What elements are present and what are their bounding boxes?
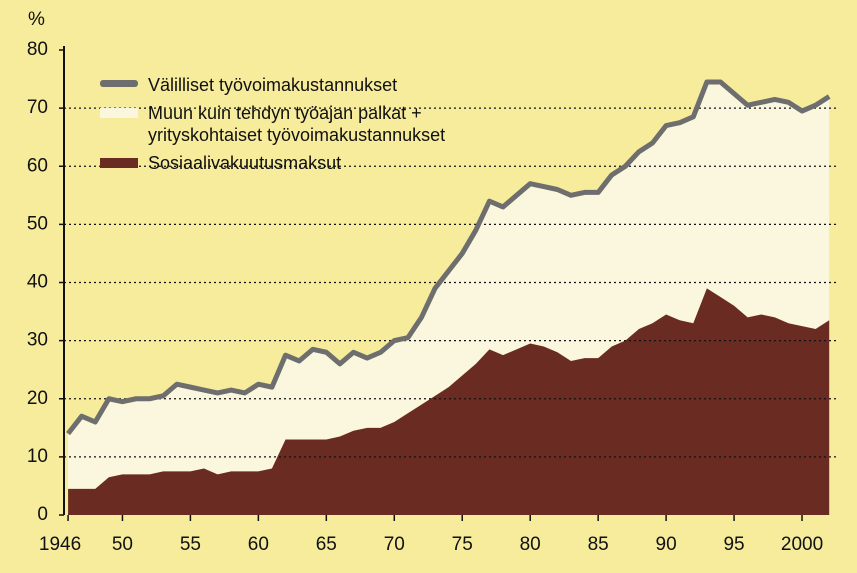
legend-item: Sosiaalivakuutusmaksut — [100, 152, 445, 174]
y-tick-label: 20 — [27, 388, 48, 409]
y-unit: % — [28, 9, 45, 30]
x-tick-label: 65 — [316, 534, 337, 555]
legend-swatch — [100, 80, 138, 87]
y-tick-label: 40 — [27, 272, 48, 293]
legend: Välilliset työvoimakustannukset Muun kuin… — [100, 74, 445, 180]
y-tick-label: 0 — [37, 504, 48, 525]
legend-label: Sosiaalivakuutusmaksut — [148, 153, 342, 173]
legend-item: Muun kuin tehdyn työajan palkat + yritys… — [100, 102, 445, 146]
x-tick-label: 85 — [588, 534, 609, 555]
legend-item: Välilliset työvoimakustannukset — [100, 74, 445, 96]
x-tick-label: 90 — [656, 534, 677, 555]
legend-label: Välilliset työvoimakustannukset — [148, 75, 398, 95]
y-tick-label: 70 — [27, 97, 48, 118]
legend-label: Muun kuin tehdyn työajan palkat + yritys… — [148, 103, 446, 145]
line-total — [66, 79, 831, 436]
y-tick-label: 80 — [27, 39, 48, 60]
x-tick-label: 80 — [520, 534, 541, 555]
x-tick-label: 95 — [723, 534, 744, 555]
x-tick-label: 1946 — [39, 534, 81, 555]
x-tick-label: 2000 — [781, 534, 823, 555]
x-tick-label: 50 — [112, 534, 133, 555]
y-tick-label: 60 — [27, 155, 48, 176]
y-tick-label: 10 — [27, 446, 48, 467]
legend-swatch — [100, 108, 138, 118]
y-tick-label: 50 — [27, 213, 48, 234]
y-tick-label: 30 — [27, 330, 48, 351]
legend-swatch — [100, 158, 138, 168]
x-tick-label: 75 — [452, 534, 473, 555]
area-dark — [68, 288, 830, 515]
x-tick-label: 55 — [180, 534, 201, 555]
x-tick-label: 70 — [384, 534, 405, 555]
x-tick-label: 60 — [248, 534, 269, 555]
